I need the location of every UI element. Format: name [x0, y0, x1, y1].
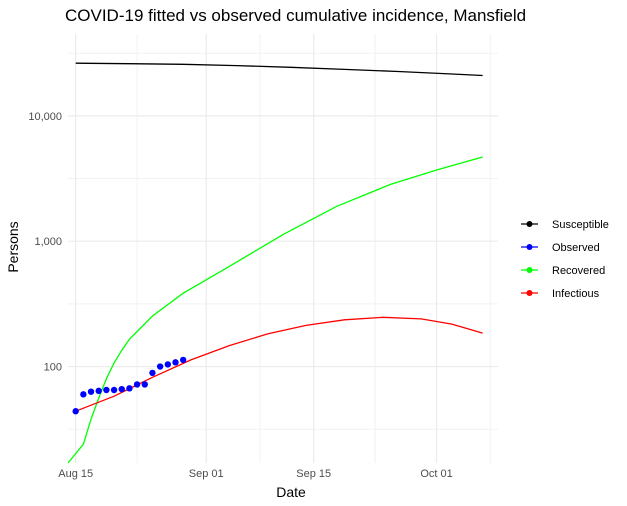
legend-label: Infectious — [552, 288, 600, 300]
infectious-line — [75, 316, 483, 412]
legend-item-susceptible: Susceptible — [521, 219, 609, 231]
observed-point — [149, 369, 156, 377]
observed-point — [80, 391, 87, 398]
legend-key-point — [526, 290, 533, 296]
observed-point — [179, 356, 187, 364]
major-gridlines — [68, 34, 498, 463]
legend-label: Susceptible — [552, 219, 609, 231]
x-axis-title: Date — [276, 484, 306, 500]
x-axis-tick-labels: Aug 15 Sep 01 Sep 15 Oct 01 — [58, 468, 453, 480]
x-tick-label: Sep 15 — [296, 468, 331, 480]
minor-gridlines — [68, 34, 498, 463]
observed-point — [95, 387, 102, 395]
recovered-line — [67, 156, 483, 464]
observed-point — [72, 408, 79, 415]
observed-point — [87, 388, 95, 395]
y-tick-label: 100 — [44, 362, 62, 374]
observed-point — [118, 385, 125, 393]
legend-key-point — [526, 221, 533, 227]
y-axis-title: Persons — [5, 221, 21, 272]
legend-key-point — [526, 244, 533, 250]
observed-point — [133, 381, 141, 388]
legend: Susceptible Observed Recovered Infectious — [521, 219, 609, 300]
observed-point — [164, 361, 172, 368]
chart-title: COVID-19 fitted vs observed cumulative i… — [65, 6, 526, 25]
legend-label: Observed — [552, 242, 600, 254]
observed-point — [172, 359, 179, 366]
x-tick-label: Sep 01 — [189, 468, 224, 480]
legend-item-recovered: Recovered — [521, 265, 605, 277]
observed-point — [126, 385, 133, 392]
legend-item-infectious: Infectious — [521, 288, 600, 300]
observed-point — [103, 386, 110, 394]
x-tick-label: Oct 01 — [420, 468, 452, 480]
y-tick-label: 10,000 — [28, 111, 62, 123]
y-tick-label: 1,000 — [34, 236, 62, 248]
susceptible-line — [75, 62, 483, 77]
observed-point — [110, 386, 118, 394]
legend-key-point — [526, 267, 533, 273]
series-layer — [67, 62, 483, 464]
y-axis-tick-labels: 100 1,000 10,000 — [28, 111, 62, 374]
observed-point — [156, 363, 164, 370]
legend-label: Recovered — [552, 265, 605, 277]
x-tick-label: Aug 15 — [58, 468, 93, 480]
legend-item-observed: Observed — [521, 242, 600, 254]
observed-point — [141, 381, 148, 388]
